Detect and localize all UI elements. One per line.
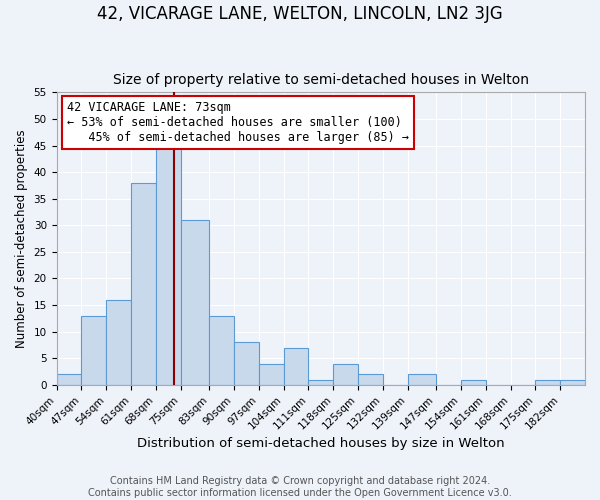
Title: Size of property relative to semi-detached houses in Welton: Size of property relative to semi-detach…: [113, 73, 529, 87]
Bar: [209, 316, 234, 385]
Bar: [308, 380, 333, 385]
Bar: [131, 183, 156, 385]
Y-axis label: Number of semi-detached properties: Number of semi-detached properties: [15, 130, 28, 348]
Bar: [156, 140, 181, 385]
Bar: [560, 380, 585, 385]
Bar: [181, 220, 209, 385]
Bar: [56, 374, 82, 385]
Bar: [259, 364, 284, 385]
Bar: [106, 300, 131, 385]
Text: 42 VICARAGE LANE: 73sqm
← 53% of semi-detached houses are smaller (100)
   45% o: 42 VICARAGE LANE: 73sqm ← 53% of semi-de…: [67, 101, 409, 144]
Bar: [407, 374, 436, 385]
X-axis label: Distribution of semi-detached houses by size in Welton: Distribution of semi-detached houses by …: [137, 437, 505, 450]
Bar: [234, 342, 259, 385]
Bar: [358, 374, 383, 385]
Bar: [284, 348, 308, 385]
Bar: [333, 364, 358, 385]
Bar: [535, 380, 560, 385]
Text: Contains HM Land Registry data © Crown copyright and database right 2024.
Contai: Contains HM Land Registry data © Crown c…: [88, 476, 512, 498]
Text: 42, VICARAGE LANE, WELTON, LINCOLN, LN2 3JG: 42, VICARAGE LANE, WELTON, LINCOLN, LN2 …: [97, 5, 503, 23]
Bar: [82, 316, 106, 385]
Bar: [461, 380, 485, 385]
